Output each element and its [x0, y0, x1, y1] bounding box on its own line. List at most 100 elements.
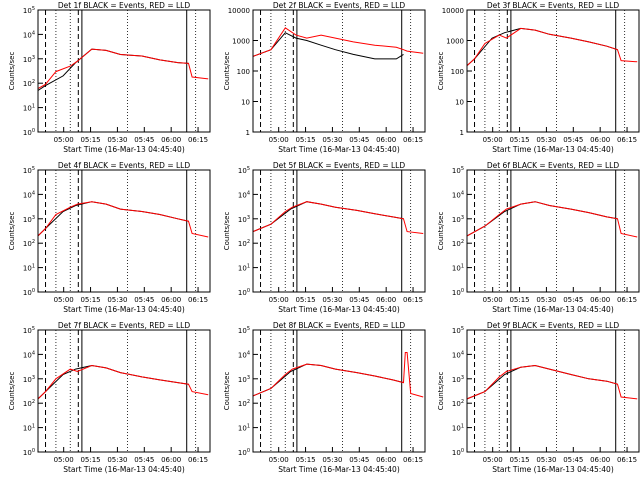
y-axis-label: Counts/sec [223, 52, 231, 91]
y-tick-label: 10000 [228, 7, 250, 15]
x-tick-label: 05:45 [563, 456, 583, 464]
y-tick-label: 100 [237, 68, 250, 76]
y-axis-label: Counts/sec [8, 372, 16, 411]
y-tick-label: 100 [452, 448, 464, 457]
x-tick-label: 05:30 [322, 136, 342, 144]
x-tick-label: 05:15 [80, 136, 100, 144]
y-axis-label: Counts/sec [437, 52, 445, 91]
detector-panel-6: Det 6f BLACK = Events, RED = LLD 100 101 10… [437, 161, 640, 314]
x-tick-label: 06:15 [617, 456, 637, 464]
y-tick-label: 103 [452, 215, 464, 224]
y-tick-label: 102 [452, 399, 464, 408]
y-tick-label: 101 [238, 264, 250, 273]
x-tick-label: 06:00 [161, 136, 181, 144]
y-tick-label: 100 [23, 288, 35, 297]
y-tick-label: 104 [238, 190, 250, 199]
y-tick-label: 104 [23, 30, 35, 39]
y-tick-label: 105 [23, 166, 35, 175]
y-tick-label: 105 [238, 166, 250, 175]
y-tick-label: 100 [238, 288, 250, 297]
plot-frame [252, 169, 426, 293]
detector-panel-7: Det 7f BLACK = Events, RED = LLD 100 101 10… [8, 321, 211, 474]
panel-title: Det 8f BLACK = Events, RED = LLD [273, 321, 406, 330]
y-tick-label: 10000 [442, 7, 464, 15]
y-tick-label: 104 [23, 190, 35, 199]
detector-panel-3: Det 3f BLACK = Events, RED = LLD 1 10 100 10… [437, 1, 640, 154]
x-tick-label: 05:15 [80, 296, 100, 304]
plot-frame [37, 9, 211, 133]
y-tick-label: 105 [452, 166, 464, 175]
y-tick-label: 103 [238, 375, 250, 384]
x-tick-label: 05:45 [563, 136, 583, 144]
panel-title: Det 4f BLACK = Events, RED = LLD [58, 161, 191, 170]
y-tick-label: 102 [23, 239, 35, 248]
x-tick-label: 05:30 [322, 296, 342, 304]
x-tick-label: 05:30 [322, 456, 342, 464]
x-tick-label: 06:15 [403, 456, 423, 464]
y-tick-label: 103 [238, 215, 250, 224]
panel-title: Det 2f BLACK = Events, RED = LLD [273, 1, 406, 10]
plot-frame [37, 169, 211, 293]
y-tick-label: 101 [452, 264, 464, 273]
x-axis-label: Start Time (16-Mar-13 04:45:40) [63, 145, 185, 154]
x-tick-label: 06:15 [188, 296, 208, 304]
x-tick-label: 05:15 [295, 296, 315, 304]
x-tick-label: 06:00 [376, 136, 396, 144]
y-tick-label: 101 [23, 264, 35, 273]
x-tick-label: 06:00 [590, 456, 610, 464]
detector-panel-4: Det 4f BLACK = Events, RED = LLD 100 101 10… [8, 161, 211, 314]
y-tick-label: 103 [23, 55, 35, 64]
y-tick-label: 1 [246, 129, 250, 137]
y-tick-label: 104 [452, 190, 464, 199]
x-tick-label: 05:00 [483, 136, 503, 144]
y-tick-label: 105 [23, 6, 35, 15]
y-tick-label: 101 [452, 424, 464, 433]
x-tick-label: 05:45 [563, 296, 583, 304]
plot-frame [466, 169, 640, 293]
x-tick-label: 05:45 [349, 296, 369, 304]
x-tick-label: 05:00 [54, 296, 74, 304]
y-tick-label: 104 [23, 350, 35, 359]
y-tick-label: 100 [23, 128, 35, 137]
x-tick-label: 06:00 [376, 456, 396, 464]
x-tick-label: 06:15 [617, 136, 637, 144]
panel-title: Det 6f BLACK = Events, RED = LLD [487, 161, 620, 170]
y-tick-label: 10 [455, 99, 464, 107]
x-tick-label: 06:15 [403, 136, 423, 144]
x-tick-label: 05:00 [269, 136, 289, 144]
detector-panel-2: Det 2f BLACK = Events, RED = LLD 1 10 100 10… [223, 1, 426, 154]
y-axis-label: Counts/sec [223, 372, 231, 411]
x-axis-label: Start Time (16-Mar-13 04:45:40) [492, 145, 614, 154]
x-tick-label: 05:45 [349, 456, 369, 464]
y-tick-label: 10 [241, 99, 250, 107]
y-tick-label: 105 [23, 326, 35, 335]
series-lld-line [37, 201, 209, 238]
panel-title: Det 9f BLACK = Events, RED = LLD [487, 321, 620, 330]
x-tick-label: 05:45 [134, 296, 154, 304]
x-tick-label: 06:15 [188, 456, 208, 464]
panel-title: Det 1f BLACK = Events, RED = LLD [58, 1, 191, 10]
x-tick-label: 05:15 [295, 456, 315, 464]
y-tick-label: 101 [23, 104, 35, 113]
x-tick-label: 05:45 [134, 456, 154, 464]
y-tick-label: 100 [238, 448, 250, 457]
x-tick-label: 06:00 [590, 136, 610, 144]
x-axis-label: Start Time (16-Mar-13 04:45:40) [492, 465, 614, 474]
x-tick-label: 06:00 [161, 296, 181, 304]
x-tick-label: 06:00 [161, 456, 181, 464]
plot-frame [252, 329, 426, 453]
panel-title: Det 7f BLACK = Events, RED = LLD [58, 321, 191, 330]
x-axis-label: Start Time (16-Mar-13 04:45:40) [278, 465, 400, 474]
series-lld-line [37, 48, 209, 90]
series-lld-line [252, 201, 424, 234]
series-events-line [252, 32, 404, 60]
y-tick-label: 104 [452, 350, 464, 359]
x-tick-label: 05:00 [269, 296, 289, 304]
plot-frame [37, 329, 211, 453]
x-tick-label: 05:45 [349, 136, 369, 144]
series-lld-line [466, 201, 638, 238]
y-tick-label: 102 [23, 399, 35, 408]
y-tick-label: 102 [23, 79, 35, 88]
series-lld-line [37, 364, 209, 400]
